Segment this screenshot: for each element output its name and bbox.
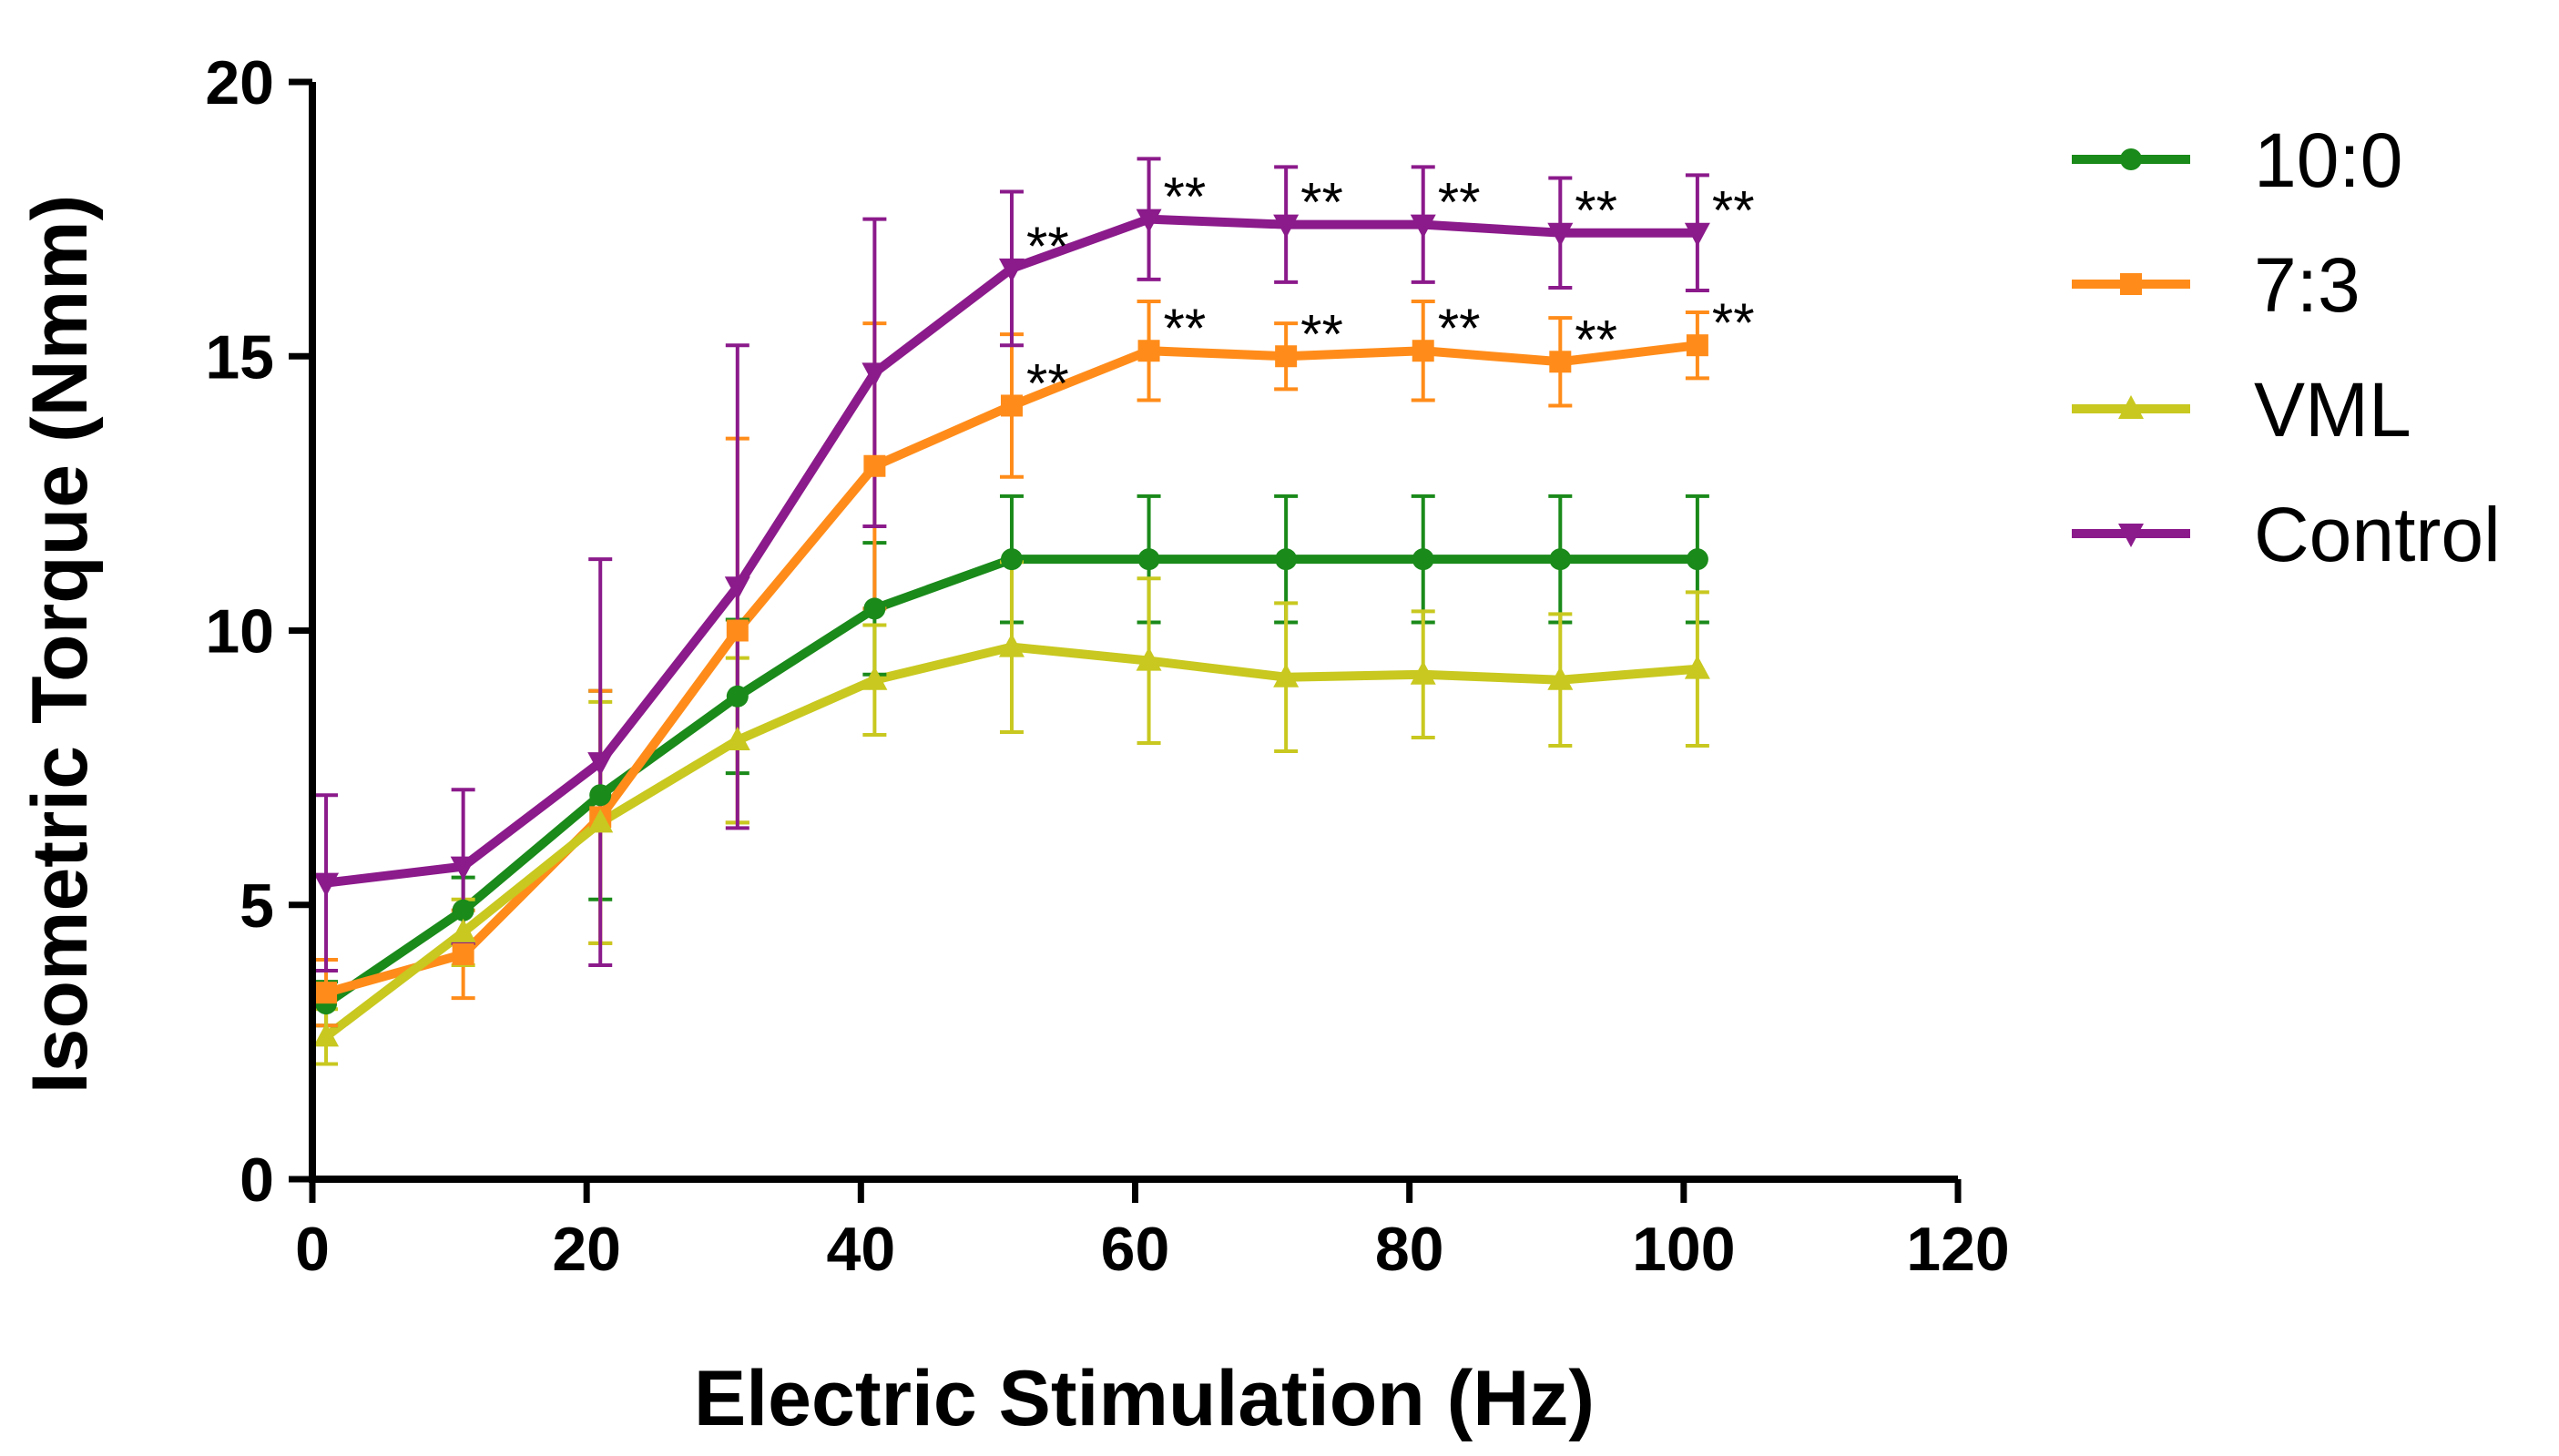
legend-label: VML (2254, 367, 2411, 453)
y-tick-label: 20 (205, 48, 274, 117)
data-point-7-3 (1686, 334, 1708, 357)
data-point-vml (724, 727, 750, 750)
legend-swatch-marker (2120, 148, 2142, 170)
legend-item-vml: VML (2072, 367, 2411, 453)
error-bars-layer (314, 157, 1709, 1066)
data-point-vml (587, 809, 614, 833)
data-point-vml (450, 918, 476, 942)
legend-label: Control (2254, 492, 2501, 577)
x-tick-label: 80 (1375, 1215, 1444, 1284)
x-tick-label: 40 (827, 1215, 896, 1284)
data-point-10-0 (1549, 548, 1572, 571)
significance-label: ** (1712, 292, 1755, 353)
data-point-7-3 (1000, 394, 1023, 417)
data-point-control (724, 576, 750, 601)
legend-swatch-marker (2118, 524, 2144, 547)
significance-label: ** (1575, 309, 1617, 370)
data-point-10-0 (1000, 548, 1023, 571)
legend-swatch-marker (2118, 395, 2144, 419)
ticks-layer: 0 20 40 60 80 100 120 0 5 10 15 20 (205, 48, 2009, 1284)
data-point-7-3 (1275, 345, 1298, 368)
data-point-10-0 (1275, 548, 1298, 571)
data-point-7-3 (1549, 351, 1572, 373)
data-point-control (998, 258, 1025, 282)
significance-label: ** (1164, 167, 1207, 228)
data-point-10-0 (1412, 548, 1434, 571)
x-tick-label: 20 (552, 1215, 621, 1284)
data-point-10-0 (1137, 548, 1160, 571)
y-axis-title: Isometric Torque (Nmm) (16, 195, 104, 1095)
data-point-7-3 (726, 619, 749, 642)
x-tick-label: 60 (1101, 1215, 1170, 1284)
axes-layer (309, 82, 1958, 1183)
data-point-vml (1273, 663, 1300, 687)
data-point-control (450, 856, 476, 881)
data-point-7-3 (315, 982, 338, 1004)
data-point-vml (1410, 660, 1436, 685)
x-axis-title: Electric Stimulation (Hz) (694, 1355, 1595, 1442)
significance-label: ** (1026, 352, 1069, 413)
x-tick-label: 120 (1906, 1215, 2009, 1284)
significance-annotations-layer: ** ** ** ** ** ** ** ** ** ** ** ** (1026, 167, 1755, 414)
legend-label: 7:3 (2254, 242, 2360, 328)
data-point-control (1410, 214, 1436, 239)
data-point-vml (1136, 647, 1162, 671)
data-point-control (1273, 214, 1300, 239)
x-tick-label: 100 (1632, 1215, 1735, 1284)
y-tick-label: 0 (240, 1145, 274, 1215)
legend-item-10-0: 10:0 (2072, 117, 2403, 203)
data-point-7-3 (452, 942, 474, 965)
significance-label: ** (1300, 303, 1343, 364)
data-point-10-0 (863, 597, 886, 620)
data-point-vml (1684, 655, 1710, 679)
legend: 10:0 7:3 VML Control (2072, 117, 2501, 577)
legend-swatch-marker (2120, 273, 2142, 295)
data-point-7-3 (863, 454, 886, 477)
data-point-7-3 (1412, 340, 1434, 362)
data-point-control (1136, 209, 1162, 233)
data-point-control (1547, 222, 1574, 247)
data-point-vml (998, 633, 1025, 657)
data-point-10-0 (452, 899, 474, 921)
data-point-10-0 (1686, 548, 1708, 571)
data-point-10-0 (726, 685, 749, 708)
significance-label: ** (1300, 172, 1343, 233)
significance-label: ** (1575, 180, 1617, 241)
data-point-control (1684, 222, 1710, 247)
y-tick-label: 15 (205, 322, 274, 392)
data-point-10-0 (589, 784, 612, 807)
data-point-control (587, 752, 614, 777)
significance-label: ** (1438, 172, 1481, 233)
y-tick-label: 5 (240, 871, 274, 941)
data-point-7-3 (1137, 340, 1160, 362)
significance-label: ** (1438, 298, 1481, 359)
data-point-control (861, 362, 888, 387)
significance-label: ** (1712, 180, 1755, 241)
significance-label: ** (1026, 216, 1069, 277)
x-tick-label: 0 (295, 1215, 330, 1284)
legend-item-7-3: 7:3 (2072, 242, 2360, 328)
data-point-vml (861, 666, 888, 690)
y-tick-label: 10 (205, 597, 274, 667)
significance-label: ** (1164, 298, 1207, 359)
legend-label: 10:0 (2254, 117, 2403, 203)
markers-layer (313, 209, 1710, 1047)
data-point-control (313, 872, 340, 897)
data-point-vml (1547, 666, 1574, 690)
data-point-vml (313, 1023, 340, 1047)
legend-item-control: Control (2072, 492, 2501, 577)
